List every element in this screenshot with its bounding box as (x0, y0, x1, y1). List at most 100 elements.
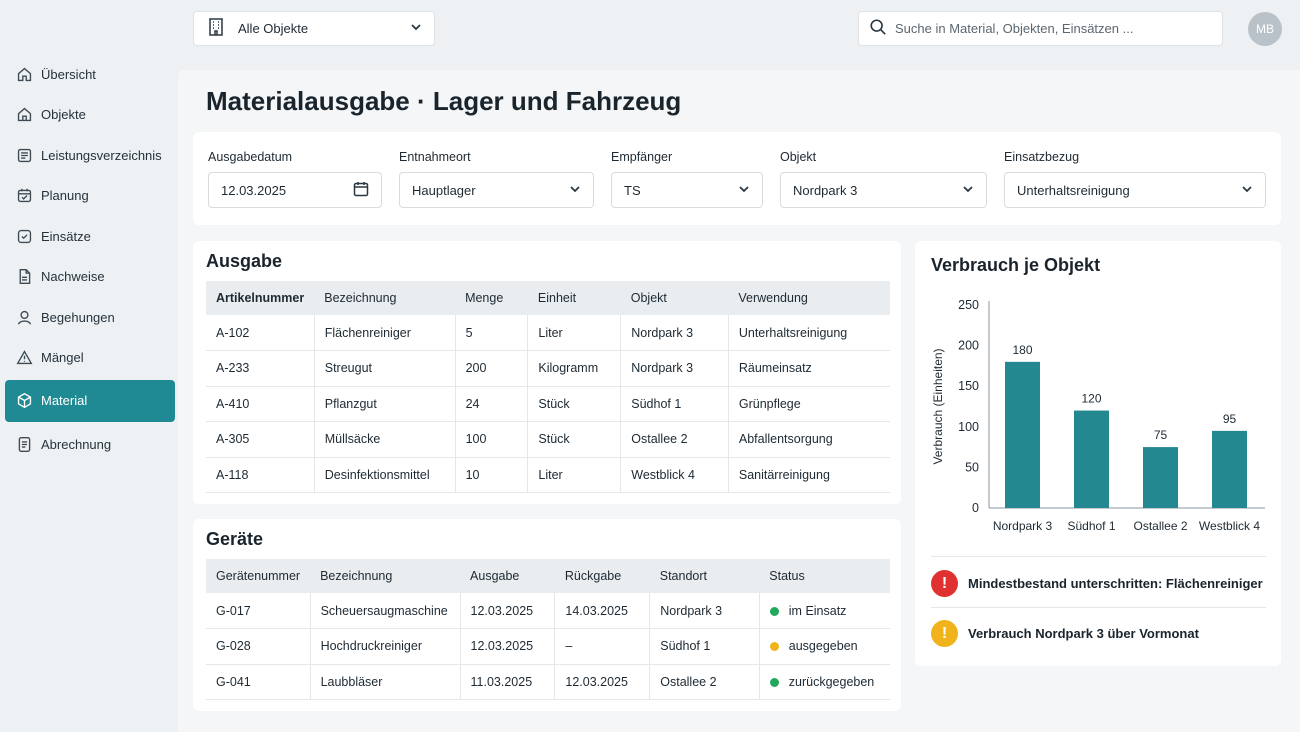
data-label: 120 (1081, 392, 1101, 406)
table-cell: Kilogramm (527, 350, 622, 387)
document-icon (15, 268, 33, 286)
column-header[interactable]: Objekt (620, 281, 729, 315)
table-cell: 12.03.2025 (460, 628, 556, 665)
column-header[interactable]: Standort (649, 559, 760, 593)
data-label: 75 (1154, 428, 1168, 442)
sidebar-item-label: Material (41, 393, 88, 408)
object-select[interactable]: Nordpark 3 (780, 172, 987, 208)
table-cell: 100 (455, 421, 529, 458)
sidebar-item-maengel[interactable]: Mängel (5, 338, 175, 378)
sidebar-item-planung[interactable]: Planung (5, 176, 175, 216)
sidebar-item-material[interactable]: Material (5, 379, 175, 422)
table-row[interactable]: G-028 Hochdruckreiniger 12.03.2025– Südhof … (206, 628, 890, 665)
issue-table: Artikelnummer Bezeichnung Menge Einheit Obje… (206, 281, 890, 493)
table-cell: A-305 (206, 421, 315, 458)
error-icon: ! (931, 570, 958, 597)
table-cell: Streugut (314, 350, 456, 387)
column-header[interactable]: Ausgabe (460, 559, 555, 593)
chevron-down-icon (738, 183, 750, 198)
object-filter-value: Alle Objekte (238, 21, 309, 36)
table-cell: Unterhaltsreinigung (728, 315, 890, 351)
sidebar-item-nachweise[interactable]: Nachweise (5, 257, 175, 297)
table-cell: – (554, 628, 651, 665)
recipient-select[interactable]: TS (611, 172, 763, 208)
column-header[interactable]: Menge (455, 281, 528, 315)
table-row[interactable]: A-102 Flächenreiniger 5 Liter Nordpark 3 Unte… (206, 315, 890, 351)
warning-icon: ! (931, 620, 958, 647)
table-cell: im Einsatz (759, 593, 890, 629)
recipient-label: Empfänger (611, 150, 673, 164)
sidebar-item-objekte[interactable]: Objekte (5, 95, 175, 135)
table-cell: A-118 (206, 457, 315, 493)
global-search[interactable] (858, 11, 1223, 46)
object-filter-select[interactable]: Alle Objekte (193, 11, 435, 46)
column-header[interactable]: Gerätenummer (206, 559, 311, 593)
column-header[interactable]: Bezeichnung (314, 281, 456, 315)
table-cell: Abfallentsorgung (728, 421, 890, 458)
sidebar-item-label: Nachweise (41, 269, 105, 284)
table-row[interactable]: G-041 Laubbläser 11.03.2025 12.03.2025 Ostal… (206, 664, 890, 700)
sidebar-item-begehungen[interactable]: Begehungen (5, 297, 175, 337)
data-label: 180 (1012, 343, 1032, 357)
table-cell: Südhof 1 (649, 628, 760, 665)
location-select[interactable]: Hauptlager (399, 172, 594, 208)
y-tick-label: 50 (965, 460, 979, 474)
table-cell: Scheuersaugmaschine (310, 593, 461, 629)
sidebar: Übersicht Objekte Leistungsverzeichnis P… (0, 0, 178, 732)
data-label: 95 (1223, 412, 1237, 426)
table-row[interactable]: G-017 Scheuersaugmaschine 12.03.2025 14.03.… (206, 593, 890, 629)
chevron-down-icon (1241, 183, 1253, 198)
table-cell: Laubbläser (310, 664, 461, 700)
sidebar-item-abrechnung[interactable]: Abrechnung (5, 425, 175, 465)
table-cell: Sanitärreinigung (728, 457, 890, 493)
alert-text: Mindestbestand unterschritten: Flächenre… (968, 576, 1263, 591)
table-cell: 12.03.2025 (554, 664, 651, 700)
consumption-chart: 0 50 100 150 200 250 180 Nordpark 3 120 Südhof 1 7… (931, 298, 1265, 533)
sidebar-item-einsaetze[interactable]: Einsätze (5, 216, 175, 256)
column-header[interactable]: Artikelnummer (206, 281, 315, 315)
column-header[interactable]: Verwendung (728, 281, 890, 315)
date-field: Ausgabedatum 12.03.2025 (208, 150, 382, 208)
column-header[interactable]: Rückgabe (554, 559, 650, 593)
avatar[interactable]: MB (1248, 12, 1282, 46)
table-row[interactable]: A-118 Desinfektionsmittel 10 Liter Westblick… (206, 457, 890, 493)
table-cell: 12.03.2025 (460, 593, 556, 629)
table-cell: Grünpflege (728, 386, 890, 422)
search-input[interactable] (895, 21, 1212, 36)
status-dot (769, 642, 779, 652)
home-icon (15, 65, 33, 83)
sidebar-item-label: Planung (41, 188, 89, 203)
column-header[interactable]: Status (759, 559, 890, 593)
search-icon (869, 18, 887, 39)
table-cell: A-410 (206, 386, 315, 422)
sidebar-item-uebersicht[interactable]: Übersicht (5, 54, 175, 94)
sidebar-item-leistungsverzeichnis[interactable]: Leistungsverzeichnis (5, 135, 175, 175)
column-header[interactable]: Einheit (527, 281, 621, 315)
date-input[interactable]: 12.03.2025 (208, 172, 382, 208)
calendar-icon[interactable] (353, 181, 369, 200)
table-cell: G-028 (206, 628, 311, 665)
table-cell: G-017 (206, 593, 311, 629)
table-cell: 200 (455, 350, 529, 387)
table-row[interactable]: A-410 Pflanzgut 24 Stück Südhof 1 Grünpflege (206, 386, 890, 422)
column-header[interactable]: Bezeichnung (310, 559, 461, 593)
y-tick-label: 250 (958, 298, 979, 312)
table-cell: Südhof 1 (620, 386, 729, 422)
table-cell: G-041 (206, 664, 311, 700)
building-icon (15, 106, 33, 124)
alert-min-stock[interactable]: ! Mindestbestand unterschritten: Flächen… (931, 570, 1263, 597)
table-cell: A-102 (206, 315, 315, 351)
table-cell: Nordpark 3 (649, 593, 760, 629)
status-text: ausgegeben (788, 639, 858, 654)
y-tick-label: 150 (958, 379, 979, 393)
sidebar-nav: Übersicht Objekte Leistungsverzeichnis P… (5, 54, 175, 465)
sidebar-item-label: Abrechnung (41, 437, 112, 452)
table-cell: Nordpark 3 (620, 315, 729, 351)
alert-text: Verbrauch Nordpark 3 über Vormonat (968, 626, 1199, 641)
table-row[interactable]: A-305 Müllsäcke 100 Stück Ostallee 2 Abfallen… (206, 421, 890, 458)
alert-consumption[interactable]: ! Verbrauch Nordpark 3 über Vormonat (931, 620, 1199, 647)
assignment-select[interactable]: Unterhaltsreinigung (1004, 172, 1266, 208)
divider (931, 607, 1266, 608)
table-cell: 5 (455, 315, 529, 351)
table-row[interactable]: A-233 Streugut 200 Kilogramm Nordpark 3 Räume… (206, 350, 890, 387)
